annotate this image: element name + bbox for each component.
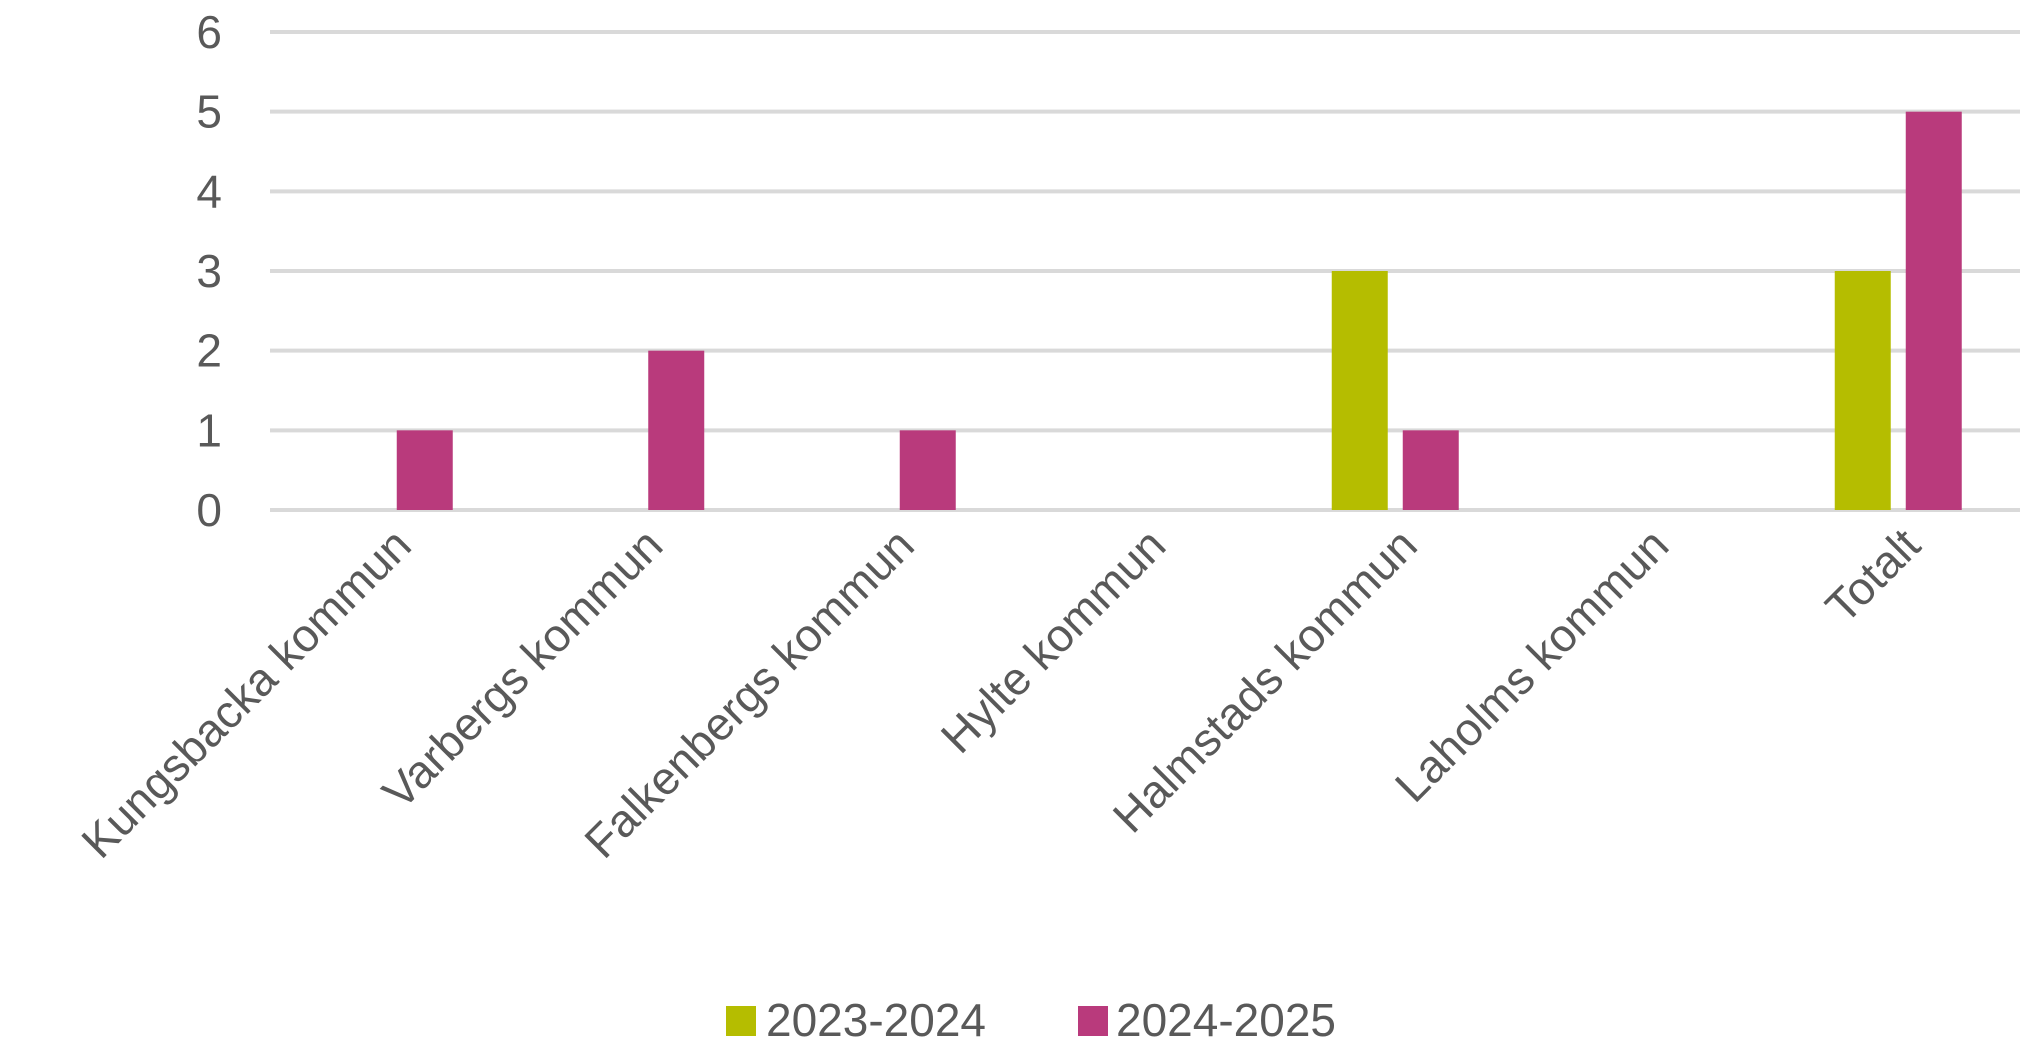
y-tick-label: 2 [196,325,222,377]
bar-series-2-7 [1905,111,1962,511]
y-tick-label: 6 [196,6,222,58]
x-category-label: Hylte kommun [931,518,1176,763]
bar-series-2-1 [396,430,453,510]
gridlines [270,30,2020,512]
legend: 2023-2024 2024-2025 [726,994,1336,1046]
x-category-label: Totalt [1815,518,1930,633]
y-tick-label: 0 [196,484,222,536]
legend-label-1: 2023-2024 [766,994,986,1046]
bar-series-1-7 [1834,271,1891,510]
y-tick-label: 1 [196,404,222,456]
bars [396,111,1962,511]
y-axis-tick-labels: 0 1 2 3 4 5 6 [196,6,222,536]
y-tick-label: 3 [196,245,222,297]
bar-series-1-5 [1331,271,1388,510]
bar-series-2-3 [899,430,956,510]
bar-series-2-2 [648,350,705,510]
legend-swatch-1 [726,1006,756,1036]
y-tick-label: 4 [196,165,222,217]
x-category-label: Varbergs kommun [372,518,672,818]
bar-series-2-5 [1402,430,1459,510]
x-category-label: Kungsbacka kommun [71,518,421,868]
legend-swatch-2 [1078,1006,1108,1036]
x-category-label: Laholms kommun [1385,518,1678,811]
y-tick-label: 5 [196,86,222,138]
legend-label-2: 2024-2025 [1116,994,1336,1046]
